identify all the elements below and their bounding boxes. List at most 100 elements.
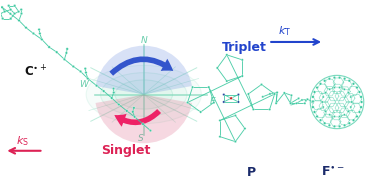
Circle shape xyxy=(1,17,4,20)
Circle shape xyxy=(311,101,314,103)
Text: C$^{\bullet+}$: C$^{\bullet+}$ xyxy=(24,64,48,80)
Circle shape xyxy=(333,115,336,118)
Circle shape xyxy=(316,115,319,118)
Circle shape xyxy=(323,122,326,125)
Circle shape xyxy=(343,124,346,127)
Circle shape xyxy=(38,32,41,35)
Circle shape xyxy=(226,80,228,82)
Circle shape xyxy=(112,91,115,94)
Circle shape xyxy=(41,38,43,41)
Circle shape xyxy=(348,122,351,125)
Circle shape xyxy=(323,79,326,82)
Circle shape xyxy=(319,119,322,122)
Circle shape xyxy=(9,17,12,20)
Circle shape xyxy=(289,102,292,105)
Text: Triplet: Triplet xyxy=(222,41,267,54)
Circle shape xyxy=(25,26,27,29)
Circle shape xyxy=(338,76,341,79)
Circle shape xyxy=(95,84,98,87)
Circle shape xyxy=(3,10,6,13)
Text: $k_{\mathrm{S}}$: $k_{\mathrm{S}}$ xyxy=(16,135,29,148)
Circle shape xyxy=(312,101,314,103)
Circle shape xyxy=(348,79,351,82)
Circle shape xyxy=(275,102,277,105)
Circle shape xyxy=(322,96,324,98)
Ellipse shape xyxy=(101,73,187,116)
Circle shape xyxy=(312,100,314,102)
Circle shape xyxy=(347,91,350,94)
Circle shape xyxy=(247,93,250,95)
Circle shape xyxy=(32,32,35,35)
Circle shape xyxy=(186,101,189,104)
Circle shape xyxy=(328,124,331,127)
Circle shape xyxy=(48,46,50,48)
Text: $k_{\mathrm{T}}$: $k_{\mathrm{T}}$ xyxy=(278,24,292,38)
Circle shape xyxy=(347,110,350,112)
Circle shape xyxy=(316,86,319,89)
Text: F$^{\bullet-}$: F$^{\bullet-}$ xyxy=(321,166,345,179)
FancyArrowPatch shape xyxy=(109,56,173,76)
Circle shape xyxy=(343,88,345,90)
Circle shape xyxy=(343,77,346,80)
Circle shape xyxy=(219,119,221,122)
Circle shape xyxy=(237,101,239,103)
Circle shape xyxy=(301,99,303,101)
Circle shape xyxy=(38,28,40,31)
Circle shape xyxy=(244,127,246,130)
Circle shape xyxy=(20,8,22,11)
Circle shape xyxy=(325,91,327,94)
Circle shape xyxy=(65,52,68,54)
Circle shape xyxy=(305,99,307,102)
Circle shape xyxy=(343,114,345,116)
Circle shape xyxy=(234,114,236,117)
Ellipse shape xyxy=(86,65,201,124)
Circle shape xyxy=(304,102,306,105)
Circle shape xyxy=(319,82,322,85)
Text: E: E xyxy=(210,97,216,106)
Circle shape xyxy=(126,110,128,112)
Circle shape xyxy=(9,8,12,11)
Circle shape xyxy=(1,6,3,9)
Circle shape xyxy=(241,75,244,77)
Circle shape xyxy=(13,4,16,7)
Circle shape xyxy=(352,119,355,122)
Circle shape xyxy=(338,87,341,89)
Circle shape xyxy=(132,111,134,113)
Circle shape xyxy=(85,71,87,74)
Circle shape xyxy=(252,108,255,111)
Circle shape xyxy=(273,93,276,95)
Circle shape xyxy=(297,97,300,100)
Circle shape xyxy=(261,96,264,98)
Circle shape xyxy=(17,10,20,13)
Circle shape xyxy=(350,106,352,108)
Circle shape xyxy=(333,125,336,128)
Circle shape xyxy=(355,86,358,89)
Circle shape xyxy=(208,86,210,88)
Circle shape xyxy=(234,140,236,143)
Circle shape xyxy=(352,82,355,85)
Circle shape xyxy=(276,91,278,94)
Circle shape xyxy=(230,97,232,100)
Circle shape xyxy=(230,97,232,99)
Circle shape xyxy=(355,115,358,118)
Circle shape xyxy=(269,93,271,95)
Circle shape xyxy=(191,86,194,88)
Circle shape xyxy=(295,102,298,104)
Circle shape xyxy=(132,107,135,109)
Circle shape xyxy=(63,58,66,61)
Circle shape xyxy=(321,101,323,103)
Circle shape xyxy=(72,65,75,68)
Circle shape xyxy=(360,101,363,103)
Circle shape xyxy=(200,111,202,113)
Circle shape xyxy=(290,94,293,97)
Circle shape xyxy=(84,67,87,70)
Circle shape xyxy=(226,54,228,56)
Circle shape xyxy=(223,93,225,96)
Circle shape xyxy=(311,106,314,108)
Circle shape xyxy=(269,108,271,111)
Circle shape xyxy=(351,101,353,103)
Circle shape xyxy=(87,77,89,80)
Circle shape xyxy=(18,19,20,22)
Circle shape xyxy=(56,51,58,53)
Circle shape xyxy=(216,67,219,69)
